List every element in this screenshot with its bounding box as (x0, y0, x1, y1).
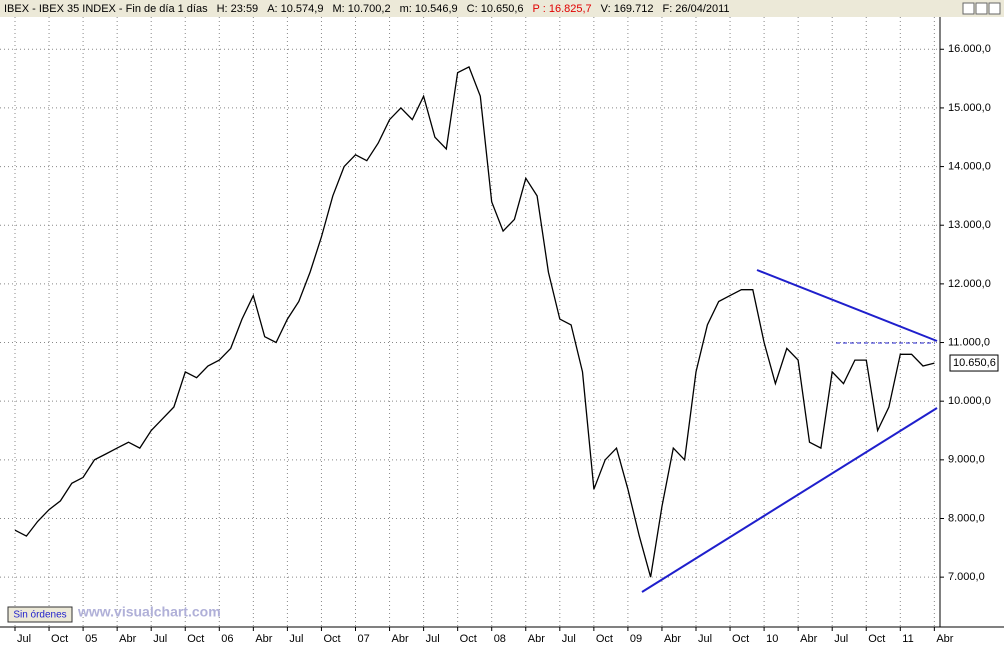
trend-line (641, 407, 938, 593)
last-price-box (949, 354, 999, 372)
orders-button[interactable] (7, 606, 73, 623)
x-tick-label: Abr (255, 633, 272, 645)
price-line (14, 65, 935, 578)
header-text: C: 10.650,6 (467, 3, 524, 15)
watermark: www.visualchart.com (77, 604, 221, 620)
x-tick-label: 09 (630, 633, 642, 645)
y-tick-label: 7.000,0 (948, 571, 985, 583)
x-tick-label: Abr (119, 633, 136, 645)
close-button[interactable] (988, 2, 1001, 15)
header-text: F: 26/04/2011 (662, 3, 729, 15)
x-tick-label: Oct (460, 633, 477, 645)
x-tick-label: 05 (85, 633, 97, 645)
x-tick-label: 08 (494, 633, 506, 645)
orders-button-label[interactable]: Sin órdenes (13, 610, 66, 621)
x-tick-label: 11 (902, 633, 913, 645)
x-tick-label: Oct (187, 633, 204, 645)
x-tick-label: Abr (528, 633, 545, 645)
x-tick-label: Abr (664, 633, 681, 645)
x-tick-label: 07 (358, 633, 370, 645)
y-tick-label: 8.000,0 (948, 512, 985, 524)
header-bar (0, 0, 1004, 17)
y-tick-label: 9.000,0 (948, 454, 985, 466)
y-tick-label: 11.000,0 (948, 336, 990, 348)
x-tick-label: Abr (936, 633, 953, 645)
x-tick-label: 06 (221, 633, 233, 645)
x-tick-label: Oct (732, 633, 749, 645)
x-tick-label: Abr (800, 633, 817, 645)
header-text: P : 16.825,7 (533, 3, 592, 15)
x-tick-label: Oct (868, 633, 885, 645)
y-tick-label: 15.000,0 (948, 102, 991, 114)
x-tick-label: Jul (562, 633, 576, 645)
x-tick-label: Oct (51, 633, 68, 645)
minimize-button[interactable] (962, 2, 975, 15)
x-tick-label: Oct (596, 633, 613, 645)
last-price-label: 10.650,6 (953, 357, 996, 369)
y-tick-label: 14.000,0 (948, 160, 991, 172)
x-tick-label: Jul (698, 633, 712, 645)
x-tick-label: Jul (426, 633, 440, 645)
header-text: V: 169.712 (601, 3, 654, 15)
y-tick-label: 16.000,0 (948, 43, 991, 55)
header-text: m: 10.546,9 (400, 3, 458, 15)
x-tick-label: Jul (153, 633, 167, 645)
y-tick-label: 10.000,0 (948, 395, 991, 407)
trend-line (756, 269, 938, 342)
x-tick-label: Jul (834, 633, 848, 645)
header-text: IBEX - IBEX 35 INDEX - Fin de día 1 días (4, 3, 208, 15)
x-tick-label: Abr (392, 633, 409, 645)
x-tick-label: 10 (766, 633, 778, 645)
maximize-button[interactable] (975, 2, 988, 15)
header-text: H: 23:59 (217, 3, 259, 15)
x-tick-label: Jul (289, 633, 303, 645)
x-tick-label: Jul (17, 633, 31, 645)
header-text: A: 10.574,9 (267, 3, 323, 15)
y-tick-label: 13.000,0 (948, 219, 991, 231)
y-tick-label: 12.000,0 (948, 278, 991, 290)
x-tick-label: Oct (323, 633, 340, 645)
header-text: M: 10.700,2 (332, 3, 390, 15)
